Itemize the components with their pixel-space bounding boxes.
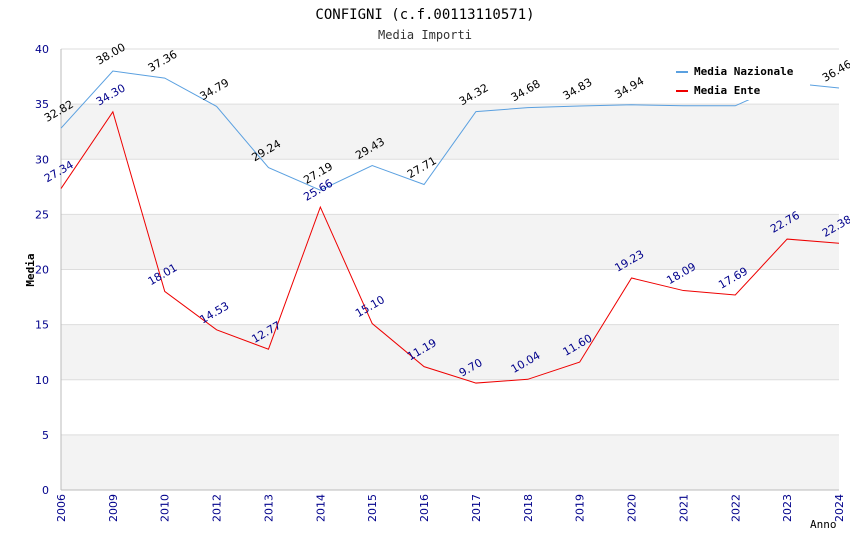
- y-tick-label: 35: [35, 98, 49, 111]
- x-tick-label: 2024: [833, 494, 846, 522]
- y-tick-label: 15: [35, 319, 49, 332]
- y-tick-label: 25: [35, 208, 49, 221]
- legend-box: [670, 60, 810, 100]
- plot-band: [61, 434, 839, 490]
- chart-title: CONFIGNI (c.f.00113110571): [315, 7, 534, 23]
- series-line-media-nazionale: [60, 70, 840, 191]
- x-tick-label: 2014: [314, 494, 327, 522]
- x-tick-label: 2012: [211, 494, 224, 522]
- plot-band: [61, 214, 839, 270]
- y-tick-label: 30: [35, 153, 49, 166]
- y-tick-label: 10: [35, 374, 49, 387]
- plot-band: [61, 104, 839, 160]
- x-tick-label: 2010: [159, 494, 172, 522]
- series-lines: [60, 70, 840, 384]
- legend: Media Nazionale Media Ente: [670, 60, 810, 100]
- plot-band: [61, 269, 839, 325]
- y-tick-label: 20: [35, 264, 49, 277]
- x-tick-label: 2021: [677, 494, 690, 522]
- x-tick-label: 2020: [626, 494, 639, 522]
- x-tick-label: 2018: [522, 494, 535, 522]
- y-tick-label: 40: [35, 43, 49, 56]
- y-tick-label: 0: [42, 484, 49, 497]
- x-tick-label: 2023: [781, 494, 794, 522]
- plot-band: [61, 159, 839, 215]
- x-tick-label: 2006: [55, 494, 68, 522]
- x-tick-labels: 2006 2009 2010 2012 2013 2014 2015 2016 2017 2018…: [55, 494, 846, 522]
- x-tick-label: 2022: [729, 494, 742, 522]
- x-tick-label: 2019: [574, 494, 587, 522]
- y-tick-label: 5: [42, 429, 49, 442]
- x-axis-label: Anno: [810, 518, 837, 531]
- plot-band: [61, 379, 839, 435]
- axes: [60, 49, 839, 491]
- series-line-media-ente: [60, 110, 840, 384]
- legend-label-media-ente: Media Ente: [694, 84, 761, 97]
- chart-subtitle: Media Importi: [378, 28, 472, 42]
- plot-band: [61, 324, 839, 380]
- x-tick-label: 2016: [418, 494, 431, 522]
- y-axis-label: Media: [24, 253, 37, 286]
- plot-bands: [61, 49, 839, 490]
- y-tick-labels: 0 5 10 15 20 25 30 35 40: [35, 43, 49, 497]
- x-tick-label: 2013: [262, 494, 275, 522]
- x-tick-label: 2009: [107, 494, 120, 522]
- legend-label-media-nazionale: Media Nazionale: [694, 65, 794, 78]
- x-tick-label: 2015: [366, 494, 379, 522]
- x-tick-label: 2017: [470, 494, 483, 522]
